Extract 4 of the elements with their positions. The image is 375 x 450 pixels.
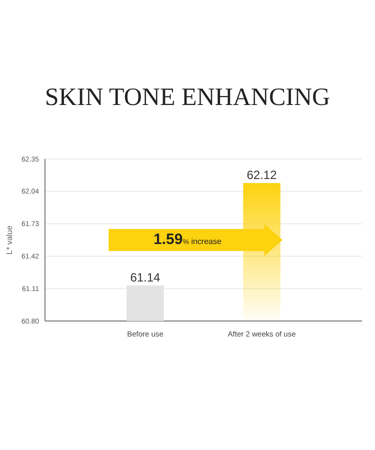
chart-title: SKIN TONE ENHANCING [44, 84, 330, 111]
y-axis-title: L* value [5, 225, 14, 254]
data-label: 62.12 [246, 168, 278, 182]
data-label: 61.14 [130, 270, 161, 284]
